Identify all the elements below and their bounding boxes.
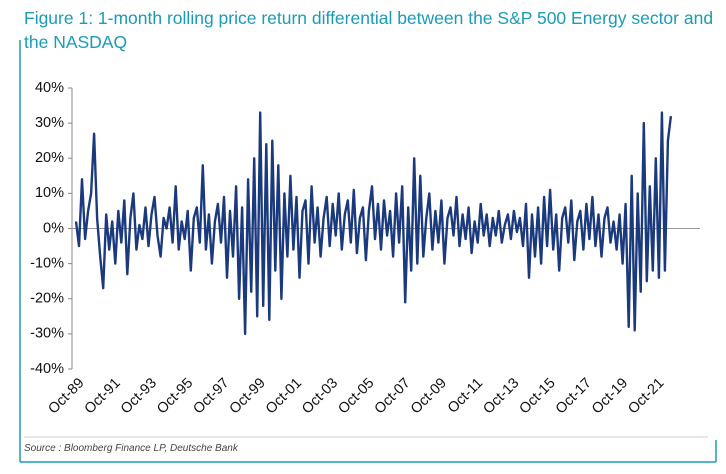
x-tick-label: Oct-15 <box>517 375 559 417</box>
x-tick-label: Oct-89 <box>45 375 87 417</box>
x-tick-label: Oct-05 <box>335 375 377 417</box>
y-tick-label: 10% <box>35 185 64 201</box>
y-tick-label: -40% <box>30 361 64 377</box>
chart-title: Figure 1: 1-month rolling price return d… <box>24 8 714 52</box>
y-tick-label: -10% <box>30 255 64 271</box>
source-note: Source : Bloomberg Finance LP, Deutsche … <box>24 443 238 454</box>
x-tick-label: Oct-99 <box>227 375 269 417</box>
x-tick-label: Oct-19 <box>589 375 631 417</box>
data-line <box>74 111 673 336</box>
x-tick-label: Oct-91 <box>82 375 124 417</box>
x-tick-label: Oct-11 <box>445 375 486 416</box>
y-tick-label: 0% <box>43 220 64 236</box>
y-tick-label: 40% <box>35 80 64 96</box>
x-tick-label: Oct-07 <box>372 375 414 417</box>
x-tick-label: Oct-01 <box>263 375 305 417</box>
y-tick-label: 20% <box>35 150 64 166</box>
x-tick-label: Oct-21 <box>625 375 667 417</box>
x-tick-label: Oct-17 <box>553 375 595 417</box>
x-tick-label: Oct-09 <box>408 375 450 417</box>
x-tick-label: Oct-97 <box>190 375 232 417</box>
x-tick-label: Oct-13 <box>480 375 522 417</box>
y-tick-label: 30% <box>35 115 64 131</box>
y-tick-label: -20% <box>30 291 64 307</box>
y-tick-label: -30% <box>30 326 64 342</box>
x-tick-label: Oct-93 <box>118 375 160 417</box>
x-tick-label: Oct-03 <box>299 375 341 417</box>
x-tick-label: Oct-95 <box>154 375 196 417</box>
